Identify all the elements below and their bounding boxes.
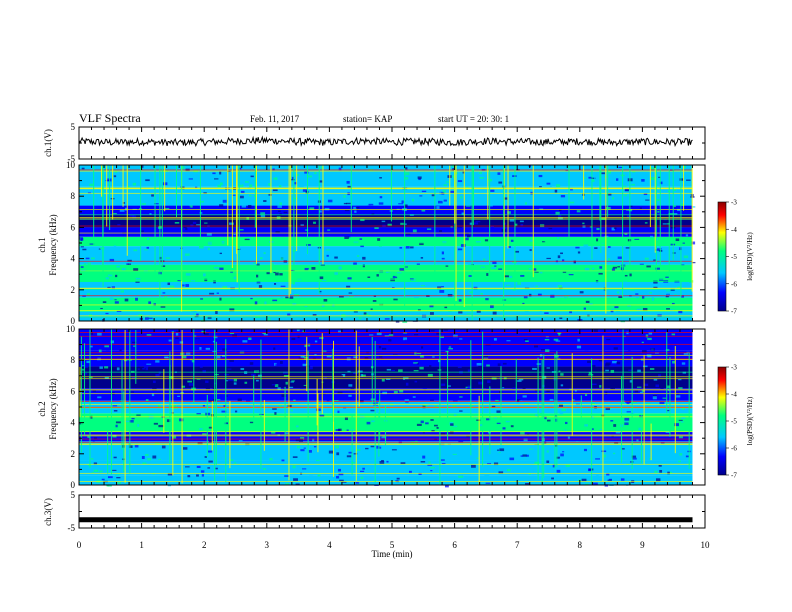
colorbar-tick-label: -3 — [731, 364, 737, 372]
spectrogram-image — [79, 165, 696, 323]
y-tick-label: 5 — [71, 490, 76, 500]
y-tick-label: 4 — [71, 254, 76, 264]
y-tick-label: 10 — [66, 160, 76, 170]
svg-text:ch.1: ch.1 — [37, 237, 47, 252]
colorbar-tick-label: -5 — [731, 418, 737, 426]
x-tick-label: 0 — [77, 540, 82, 550]
x-tick-label: 2 — [202, 540, 207, 550]
svg-text:Frequency (kHz): Frequency (kHz) — [48, 214, 58, 275]
y-tick-label: 6 — [71, 386, 76, 396]
colorbar-tick-label: -6 — [731, 280, 737, 288]
y-tick-label: 2 — [71, 449, 76, 459]
y-tick-label: -5 — [68, 523, 76, 533]
ch2-colorbar: -3 -4 -5 -6 -7 log(PSD)(V²/Hz) — [717, 364, 754, 480]
x-tick-label: 8 — [578, 540, 583, 550]
ch3-waveform-panel: 5 -50 1 2 3 4 5 6 7 8 9 10 — [68, 490, 711, 550]
colorbar-tick-label: -5 — [731, 253, 737, 261]
y-tick-label: 4 — [71, 418, 76, 428]
y-tick-label: 5 — [71, 122, 76, 132]
station-label: station= KAP — [343, 114, 392, 124]
y-tick-label: 8 — [71, 191, 76, 201]
x-tick-label: 7 — [515, 540, 520, 550]
y-tick-label: 0 — [71, 316, 76, 326]
ch1-spectrogram-panel: 0 2 4 6 8 10 — [66, 160, 706, 326]
x-tick-label: 1 — [139, 540, 144, 550]
y-tick-label: 0 — [71, 480, 76, 490]
x-tick-label: 6 — [452, 540, 457, 550]
colorbar-label: log(PSD)(V²/Hz) — [746, 396, 754, 445]
ch1-waveform-panel: 5 -5 — [68, 122, 706, 164]
x-tick-label: 10 — [701, 540, 711, 550]
y-tick-label: 2 — [71, 285, 76, 295]
ch1-waveform-ylabel: ch.1(V) — [43, 129, 53, 157]
colorbar-label: log(PSD)(V²/Hz) — [746, 232, 754, 281]
x-axis-label: Time (min) — [372, 549, 413, 559]
y-tick-label: 10 — [66, 324, 76, 334]
ch1-trace — [78, 135, 693, 148]
date-label: Feb. 11, 2017 — [250, 114, 300, 124]
start-ut-label: start UT = 20: 30: 1 — [438, 114, 509, 124]
colorbar-gradient — [717, 366, 727, 476]
colorbar-tick-label: -4 — [731, 391, 737, 399]
x-tick-label: 5 — [390, 540, 395, 550]
y-tick-label: -5 — [68, 154, 76, 164]
y-tick-label: 8 — [71, 355, 76, 365]
spectrogram-image — [79, 329, 693, 488]
x-tick-label: 4 — [327, 540, 332, 550]
colorbar-gradient — [717, 201, 727, 312]
ch1-spectrogram-ylabel: ch.1 Frequency (kHz) — [37, 214, 58, 275]
y-tick-label: 6 — [71, 222, 76, 232]
ch1-colorbar: -3 -4 -5 -6 -7 log(PSD)(V²/Hz) — [717, 199, 754, 316]
ch2-spectrogram-ylabel: ch.2 Frequency (kHz) — [37, 378, 58, 439]
colorbar-tick-label: -3 — [731, 199, 737, 207]
figure-title: VLF Spectra — [79, 111, 141, 125]
svg-text:ch.2: ch.2 — [37, 401, 47, 416]
x-tick-label: 3 — [265, 540, 270, 550]
x-tick-label: 9 — [640, 540, 645, 550]
colorbar-tick-label: -7 — [731, 308, 737, 316]
colorbar-tick-label: -4 — [731, 226, 737, 234]
ch2-spectrogram-panel: 0 2 4 6 8 10 — [66, 324, 706, 490]
colorbar-tick-label: -6 — [731, 445, 737, 453]
ch3-waveform-ylabel: ch.3(V) — [43, 498, 53, 526]
colorbar-tick-label: -7 — [731, 472, 737, 480]
svg-text:Frequency (kHz): Frequency (kHz) — [48, 378, 58, 439]
